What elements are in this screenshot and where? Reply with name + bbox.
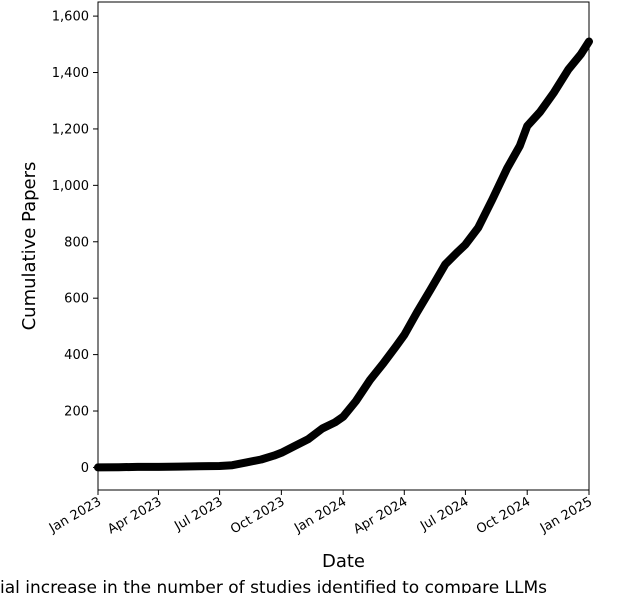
- x-tick-label: Jan 2023: [46, 494, 104, 536]
- y-tick-label: 1,000: [52, 179, 89, 194]
- x-tick-label: Apr 2024: [351, 494, 410, 537]
- x-axis-title: Date: [322, 551, 365, 572]
- plot-area: [94, 1, 593, 491]
- x-tick-label: Oct 2023: [228, 494, 287, 537]
- y-axis-title: Cumulative Papers: [19, 162, 40, 331]
- x-axis: Jan 2023 Apr 2023 Jul 2023 Oct 2023 Jan 2024…: [46, 490, 595, 537]
- y-tick-label: 200: [64, 405, 89, 420]
- y-tick-label: 0: [81, 461, 89, 476]
- y-tick-label: 1,200: [52, 122, 89, 137]
- x-tick-label: Oct 2024: [474, 494, 533, 537]
- x-tick-label: Jan 2024: [291, 494, 349, 536]
- x-tick-label: Jul 2023: [171, 494, 225, 534]
- x-tick-label: Jan 2025: [537, 494, 595, 536]
- y-tick-label: 1,600: [52, 10, 89, 25]
- y-tick-label: 800: [64, 235, 89, 250]
- y-tick-label: 600: [64, 292, 89, 307]
- figure-caption-text: ial increase in the number of studies id…: [0, 580, 548, 593]
- series-line-cumulative-papers: [94, 37, 593, 472]
- y-tick-label: 400: [64, 348, 89, 363]
- figure-caption: ial increase in the number of studies id…: [0, 580, 640, 593]
- x-tick-label: Jul 2024: [417, 494, 471, 534]
- y-axis: 0 200 400 600 800 1,000 1,200 1,400 1,600: [52, 10, 98, 476]
- cumulative-papers-chart: 0 200 400 600 800 1,000 1,200 1,400 1,600 Jan 20…: [19, 1, 595, 572]
- x-tick-label: Apr 2023: [105, 494, 164, 537]
- y-tick-label: 1,400: [52, 66, 89, 81]
